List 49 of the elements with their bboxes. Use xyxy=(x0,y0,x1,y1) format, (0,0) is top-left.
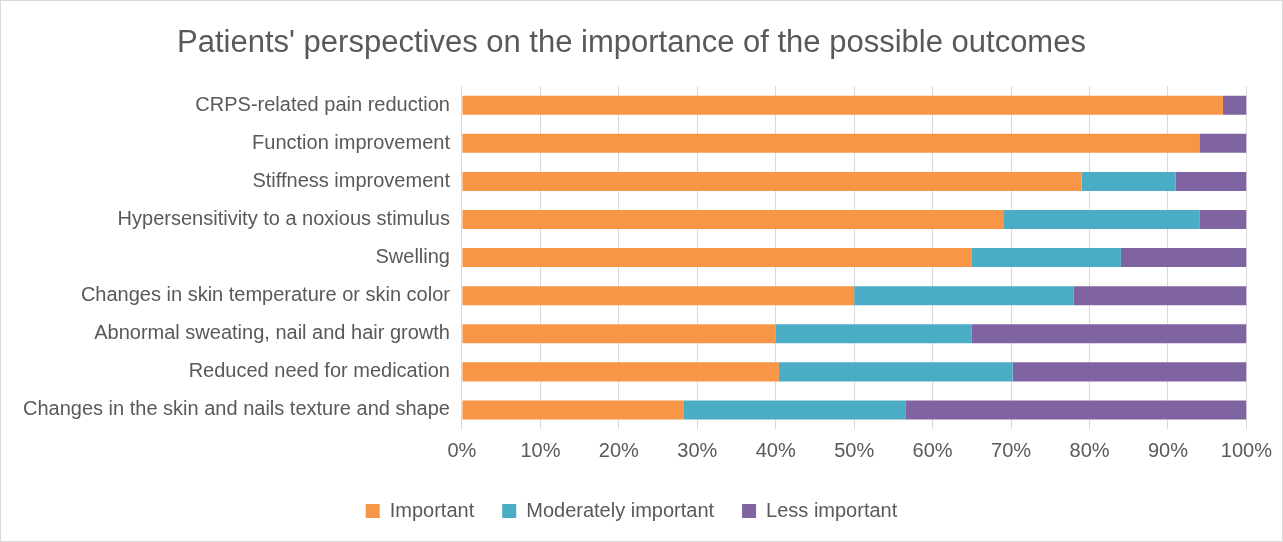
bar xyxy=(683,400,906,420)
bar xyxy=(462,209,1004,230)
x-tick-label: 80% xyxy=(1069,438,1110,461)
bar xyxy=(778,362,1013,382)
bar xyxy=(1199,133,1247,153)
bar xyxy=(854,286,1074,306)
x-tick-label: 90% xyxy=(1147,438,1189,461)
y-tick-label: Changes in skin temperature or skin color xyxy=(80,283,451,306)
bar xyxy=(462,248,972,268)
bar xyxy=(462,362,779,382)
bar xyxy=(1003,209,1200,230)
bar xyxy=(1081,171,1176,191)
bar xyxy=(1222,95,1247,115)
x-tick-label: 30% xyxy=(677,438,718,461)
x-tick-label: 60% xyxy=(912,438,953,461)
y-tick-label: Function improvement xyxy=(252,130,451,153)
legend-label: Important xyxy=(389,498,475,521)
bar xyxy=(775,324,972,344)
bar xyxy=(462,133,1200,153)
bar xyxy=(1073,286,1247,306)
bar xyxy=(1012,362,1247,382)
x-tick-label: 0% xyxy=(447,438,477,461)
bar xyxy=(462,95,1223,115)
bar xyxy=(462,286,855,306)
bar xyxy=(1175,171,1247,191)
x-tick-label: 20% xyxy=(598,438,640,461)
y-tick-label: Swelling xyxy=(375,245,450,268)
x-tick-label: 10% xyxy=(520,438,561,461)
x-tick-label: 70% xyxy=(991,438,1032,461)
bar xyxy=(1199,209,1247,230)
bar xyxy=(971,248,1121,268)
x-tick-label: 50% xyxy=(834,438,875,461)
bar xyxy=(1120,248,1247,268)
y-tick-label: Reduced need for medication xyxy=(188,359,450,382)
chart-title: Patients' perspectives on the importance of the possible outcomes xyxy=(177,24,1086,60)
y-tick-label: Abnormal sweating, nail and hair growth xyxy=(94,321,450,344)
y-tick-label: CRPS-related pain reduction xyxy=(195,92,450,115)
y-tick-label: Changes in the skin and nails texture and shape xyxy=(23,397,450,420)
legend-label: Less important xyxy=(766,498,898,521)
x-tick-label: 100% xyxy=(1220,438,1273,461)
bar xyxy=(462,171,1082,191)
y-tick-label: Hypersensitivity to a noxious stimulus xyxy=(117,207,450,230)
bar xyxy=(905,400,1247,420)
x-tick-label: 40% xyxy=(755,438,796,461)
bar xyxy=(462,400,684,420)
bar xyxy=(971,324,1247,344)
y-tick-label: Stiffness improvement xyxy=(252,168,451,191)
bar xyxy=(462,324,776,344)
legend-label: Moderately important xyxy=(526,498,715,521)
